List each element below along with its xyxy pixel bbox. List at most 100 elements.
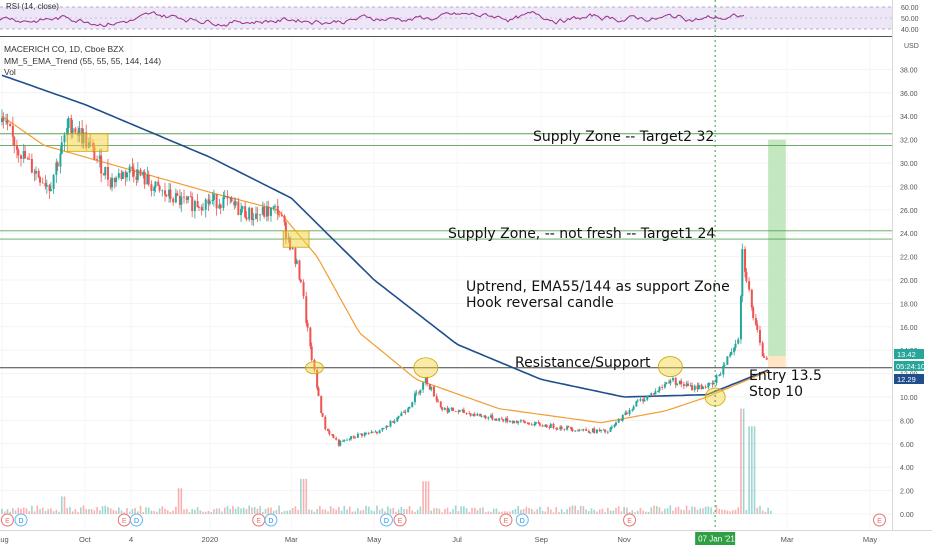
y-tick-label: 38.00 — [900, 67, 918, 74]
rsi-tick-label: 40.00 — [901, 27, 919, 34]
symbol-title[interactable]: MACERICH CO, 1D, Cboe BZX — [4, 44, 124, 54]
candle-body — [131, 166, 134, 170]
candle-body — [450, 407, 453, 410]
volume-bar — [281, 511, 283, 514]
candle-body — [632, 406, 635, 410]
volume-bar — [191, 509, 193, 514]
volume-bar — [185, 508, 188, 514]
candle-body — [461, 409, 464, 411]
candle-body — [378, 430, 381, 434]
candle-body — [348, 439, 351, 440]
event-marker — [14, 513, 28, 527]
candle-body — [661, 387, 664, 388]
volume-bar — [677, 506, 680, 514]
candle-body — [359, 433, 362, 435]
candle-body — [545, 424, 548, 428]
candle-body — [276, 205, 279, 215]
volume-bar — [332, 508, 335, 514]
candle-body — [729, 354, 732, 357]
volume-bar — [756, 507, 759, 514]
y-tick-label: 4.00 — [900, 465, 914, 472]
candle-body — [654, 391, 657, 395]
currency-label: USD — [904, 43, 919, 50]
volume-bar — [699, 508, 702, 514]
volume-bar — [463, 506, 465, 514]
volume-bar — [202, 511, 204, 514]
candle-body — [676, 384, 679, 385]
volume-bar — [582, 506, 585, 514]
candle-body — [191, 196, 194, 212]
candle-body — [537, 422, 540, 424]
candle-body — [298, 260, 301, 280]
annotation-entry: Entry 13.5 — [749, 368, 822, 384]
volume-bar — [693, 506, 696, 514]
volume-bar — [93, 510, 96, 514]
candle-body — [332, 435, 335, 439]
volume-bar — [389, 508, 392, 514]
candle-body — [132, 169, 135, 177]
time-axis[interactable]: Aug Oct 4 2020 Mar May Jul Sep Nov Mar May — [0, 37, 877, 544]
volume-bar — [137, 511, 139, 514]
volume-bar — [22, 507, 25, 514]
volume-bar — [63, 496, 66, 514]
candle-body — [428, 383, 431, 390]
volume-bar — [221, 511, 223, 514]
candle-body — [13, 136, 16, 146]
volume-bar — [438, 508, 441, 514]
volume-bar — [210, 512, 212, 514]
volume-bar — [740, 408, 742, 514]
volume-bar — [126, 508, 128, 514]
x-tick-label: Sep — [535, 535, 548, 544]
volume-bar — [240, 508, 242, 514]
candle-body — [67, 118, 70, 128]
volume-bar — [753, 426, 756, 514]
event-marker — [873, 513, 887, 527]
candle-body — [180, 196, 183, 205]
candle-body — [439, 401, 442, 408]
candle-body — [723, 364, 726, 366]
candle-body — [98, 155, 101, 160]
volume-bar — [770, 510, 772, 514]
candle-body — [730, 352, 733, 355]
event-marker — [623, 513, 637, 527]
candle-body — [135, 176, 138, 180]
candle-body — [283, 215, 286, 223]
candle-body — [538, 423, 541, 426]
volume-bar — [6, 509, 9, 514]
candle-body — [102, 173, 105, 176]
volume-bar — [12, 508, 14, 514]
candle-body — [487, 417, 490, 419]
volume-bar — [403, 509, 405, 514]
volume-bar — [362, 509, 365, 514]
target-zone — [768, 139, 786, 357]
volume-bar — [164, 508, 166, 514]
candle-body — [339, 440, 342, 446]
candle-body — [252, 218, 255, 221]
volume-bar — [270, 507, 272, 514]
y-tick-label: 28.00 — [900, 184, 918, 191]
volume-bar — [718, 508, 721, 514]
volume-bar — [588, 511, 590, 514]
price-axis[interactable]: 38.00 36.00 34.00 32.00 30.00 28.00 26.00 24.00… — [0, 67, 918, 519]
volume-bar — [354, 511, 356, 514]
candle-body — [678, 380, 681, 385]
volume-bar — [590, 508, 593, 514]
candle-body — [560, 426, 563, 429]
volume-bar — [487, 511, 490, 514]
candle-body — [295, 260, 298, 264]
volume-bar — [161, 506, 164, 514]
volume-bar — [145, 507, 147, 514]
volume-bar — [558, 512, 560, 514]
volume-label[interactable]: Vol — [4, 67, 16, 77]
volume-bar — [272, 510, 275, 514]
candle-body — [154, 181, 157, 188]
volume-bar — [422, 481, 424, 514]
volume-bar — [118, 507, 120, 514]
y-tick-label: 26.00 — [900, 208, 918, 215]
candle-body — [526, 422, 529, 424]
candle-body — [711, 382, 714, 385]
candle-body — [686, 383, 689, 386]
candle-body — [11, 125, 14, 137]
indicator-label[interactable]: MM_5_EMA_Trend (55, 55, 55, 144, 144) — [4, 56, 162, 66]
